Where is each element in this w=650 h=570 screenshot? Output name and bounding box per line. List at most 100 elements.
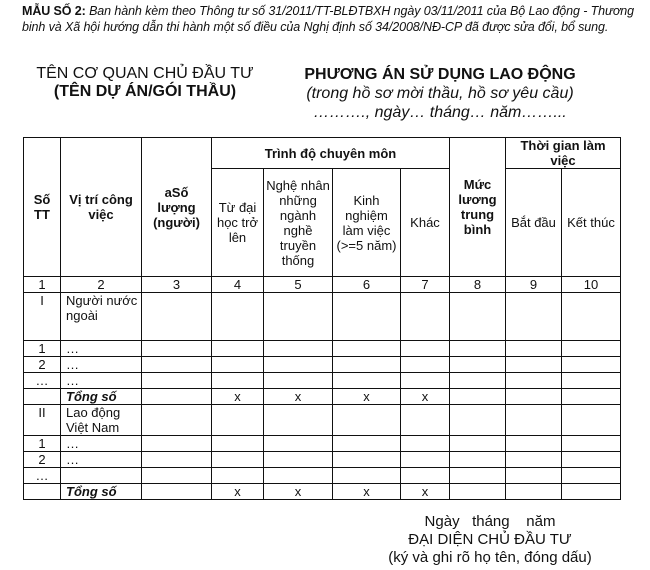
header-experience: Kinh nghiệm làm việc (>=5 năm) (332, 168, 401, 277)
document-title: PHƯƠNG ÁN SỬ DỤNG LAO ĐỘNG (304, 66, 576, 83)
row-stt: … (23, 467, 61, 484)
table-cell (141, 356, 212, 373)
table-cell (561, 388, 621, 405)
table-cell (211, 467, 264, 484)
table-cell (561, 483, 621, 500)
signature-title: ĐẠI DIỆN CHỦ ĐẦU TƯ (408, 531, 572, 548)
table-cell (400, 467, 450, 484)
table-cell (561, 340, 621, 357)
table-cell (449, 356, 506, 373)
table-cell (400, 404, 450, 436)
table-cell: x (332, 388, 401, 405)
table-cell (400, 435, 450, 452)
table-cell (211, 404, 264, 436)
table-cell (211, 356, 264, 373)
table-cell (263, 356, 333, 373)
table-cell (505, 467, 562, 484)
table-cell (505, 356, 562, 373)
row-position: … (60, 356, 142, 373)
table-cell (449, 372, 506, 389)
row-position: Người nước ngoài (60, 292, 142, 341)
table-row: … (23, 467, 621, 484)
header-other: Khác (400, 168, 450, 277)
row-position: … (60, 435, 142, 452)
table-cell: x (211, 388, 264, 405)
table-cell (400, 340, 450, 357)
row-stt (23, 388, 61, 405)
table-cell (561, 292, 621, 341)
table-cell (263, 404, 333, 436)
table-cell (561, 451, 621, 468)
form-label: MẪU SỐ 2: (22, 4, 86, 18)
agency-heading: TÊN CƠ QUAN CHỦ ĐẦU TƯ (TÊN DỰ ÁN/GÓI TH… (30, 65, 260, 101)
table-cell (332, 467, 401, 484)
column-number: 6 (332, 276, 401, 293)
table-cell (141, 372, 212, 389)
total-label: Tổng số (60, 483, 142, 500)
table-cell (141, 467, 212, 484)
table-cell (505, 388, 562, 405)
table-cell (449, 451, 506, 468)
table-cell (141, 483, 212, 500)
table-cell (505, 404, 562, 436)
table-cell (211, 292, 264, 341)
table-cell (505, 483, 562, 500)
table-row: Tổng số x x x x (23, 388, 621, 405)
table-cell (449, 483, 506, 500)
header-start: Bắt đầu (505, 168, 562, 277)
project-name: (TÊN DỰ ÁN/GÓI THẦU) (53, 83, 237, 100)
table-cell (332, 435, 401, 452)
table-cell (449, 467, 506, 484)
header-university: Từ đại học trở lên (211, 168, 264, 277)
header-salary: Mức lương trung bình (449, 137, 506, 277)
table-cell (141, 451, 212, 468)
table-cell (211, 435, 264, 452)
table-cell (332, 356, 401, 373)
row-stt: II (23, 404, 61, 436)
table-cell (505, 451, 562, 468)
table-cell: x (263, 388, 333, 405)
table-cell (263, 435, 333, 452)
table-cell (141, 435, 212, 452)
table-cell (505, 372, 562, 389)
document-subtitle: (trong hồ sơ mời thầu, hồ sơ yêu cầu) (306, 85, 574, 102)
row-stt: 2 (23, 451, 61, 468)
table-cell: x (263, 483, 333, 500)
row-stt: 2 (23, 356, 61, 373)
labor-plan-table: Số TT Vị trí công việc aSố lượng (người)… (23, 137, 621, 500)
row-position: … (60, 340, 142, 357)
table-cell (141, 340, 212, 357)
row-position (60, 467, 142, 484)
table-cell (449, 435, 506, 452)
table-cell (561, 404, 621, 436)
signature-block: Ngày tháng năm ĐẠI DIỆN CHỦ ĐẦU TƯ (ký v… (360, 513, 620, 567)
row-stt: 1 (23, 435, 61, 452)
table-row: 1… (23, 435, 621, 452)
date-line: ………., ngày… tháng… năm……... (313, 104, 567, 121)
table-cell (561, 372, 621, 389)
table-cell (505, 340, 562, 357)
table-cell (332, 372, 401, 389)
row-position: … (60, 451, 142, 468)
header-artisan: Nghệ nhân những ngành nghề truyền thống (263, 168, 333, 277)
column-number: 10 (561, 276, 621, 293)
table-cell (263, 372, 333, 389)
table-row: 1… (23, 340, 621, 357)
table-cell (449, 388, 506, 405)
column-number: 5 (263, 276, 333, 293)
table-cell (211, 451, 264, 468)
table-cell (211, 340, 264, 357)
table-cell (449, 292, 506, 341)
column-number: 3 (141, 276, 212, 293)
table-cell (263, 292, 333, 341)
table-cell (400, 292, 450, 341)
table-row: 2… (23, 356, 621, 373)
table-cell (332, 404, 401, 436)
table-row: Tổng số x x x x (23, 483, 621, 500)
column-number: 1 (23, 276, 61, 293)
table-cell (449, 404, 506, 436)
row-stt (23, 483, 61, 500)
table-cell: x (211, 483, 264, 500)
header-end: Kết thúc (561, 168, 621, 277)
total-label: Tổng số (60, 388, 142, 405)
